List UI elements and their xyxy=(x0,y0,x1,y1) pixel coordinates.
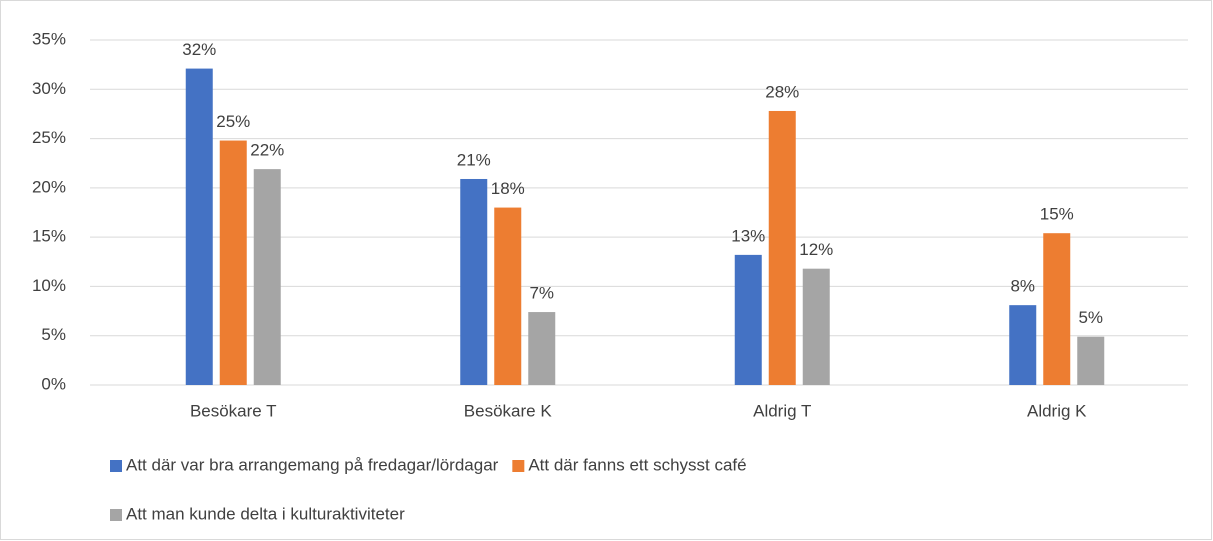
data-label: 28% xyxy=(765,82,799,101)
bar xyxy=(768,110,796,385)
bar xyxy=(460,178,488,385)
data-label: 5% xyxy=(1078,308,1103,327)
y-tick-label: 0% xyxy=(41,374,66,393)
data-label: 15% xyxy=(1040,205,1074,224)
legend-swatch xyxy=(110,460,122,472)
y-tick-label: 35% xyxy=(32,29,66,48)
y-tick-label: 20% xyxy=(32,177,66,196)
y-tick-label: 15% xyxy=(32,227,66,246)
x-tick-label: Aldrig T xyxy=(753,401,811,420)
legend-label: Att där var bra arrangemang på fredagar/… xyxy=(126,455,499,474)
data-label: 22% xyxy=(250,141,284,160)
x-tick-label: Besökare T xyxy=(190,401,277,420)
data-label: 7% xyxy=(529,284,554,303)
bar xyxy=(1009,305,1037,385)
data-label: 12% xyxy=(799,240,833,259)
data-label: 32% xyxy=(182,40,216,59)
bar xyxy=(734,254,762,385)
x-tick-label: Aldrig K xyxy=(1027,401,1087,420)
bar xyxy=(1077,336,1105,385)
data-label: 8% xyxy=(1010,277,1035,296)
y-tick-label: 25% xyxy=(32,128,66,147)
bar xyxy=(802,268,830,385)
bar xyxy=(528,312,556,385)
bar xyxy=(253,169,281,385)
data-label: 21% xyxy=(457,150,491,169)
bar xyxy=(494,207,522,385)
legend-label: Att man kunde delta i kulturaktiviteter xyxy=(126,504,405,523)
y-tick-label: 10% xyxy=(32,276,66,295)
data-label: 25% xyxy=(216,112,250,131)
legend-swatch xyxy=(110,509,122,521)
legend-swatch xyxy=(512,460,525,472)
bar xyxy=(1043,233,1071,385)
data-label: 13% xyxy=(731,226,765,245)
x-tick-label: Besökare K xyxy=(464,401,553,420)
legend-label: Att där fanns ett schysst café xyxy=(528,455,746,474)
bar xyxy=(219,140,247,385)
data-label: 18% xyxy=(491,179,525,198)
y-tick-label: 30% xyxy=(32,79,66,98)
bar xyxy=(185,68,213,385)
y-tick-label: 5% xyxy=(41,325,66,344)
